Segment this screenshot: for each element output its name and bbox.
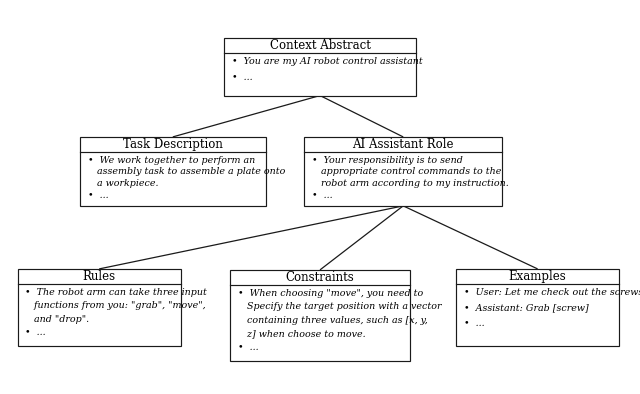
Text: •  Assistant: Grab [screw]: • Assistant: Grab [screw] bbox=[463, 303, 588, 312]
Text: Rules: Rules bbox=[83, 270, 116, 283]
Text: •  ...: • ... bbox=[232, 73, 252, 82]
Text: •  User: Let me check out the screws first: • User: Let me check out the screws firs… bbox=[463, 288, 640, 297]
Text: •  You are my AI robot control assistant: • You are my AI robot control assistant bbox=[232, 58, 422, 66]
Text: •  ...: • ... bbox=[463, 319, 484, 328]
Text: assembly task to assemble a plate onto: assembly task to assemble a plate onto bbox=[88, 167, 285, 177]
Text: a workpiece.: a workpiece. bbox=[88, 179, 158, 188]
FancyBboxPatch shape bbox=[230, 270, 410, 361]
Text: Task Description: Task Description bbox=[123, 138, 223, 151]
Text: Constraints: Constraints bbox=[285, 271, 355, 284]
Text: •  ...: • ... bbox=[88, 191, 108, 200]
Text: •  ...: • ... bbox=[238, 343, 259, 352]
FancyBboxPatch shape bbox=[304, 137, 502, 206]
FancyBboxPatch shape bbox=[456, 269, 619, 346]
Text: •  Your responsibility is to send: • Your responsibility is to send bbox=[312, 156, 463, 165]
Text: containing three values, such as [x, y,: containing three values, such as [x, y, bbox=[238, 316, 428, 325]
FancyBboxPatch shape bbox=[17, 269, 180, 346]
FancyBboxPatch shape bbox=[224, 39, 416, 96]
Text: robot arm according to my instruction.: robot arm according to my instruction. bbox=[312, 179, 508, 188]
Text: and "drop".: and "drop". bbox=[25, 315, 90, 324]
FancyBboxPatch shape bbox=[80, 137, 266, 206]
Text: •  ...: • ... bbox=[312, 191, 332, 200]
Text: Specify the target position with a vector: Specify the target position with a vecto… bbox=[238, 302, 442, 311]
Text: z] when choose to move.: z] when choose to move. bbox=[238, 329, 365, 338]
Text: •  When choosing "move", you need to: • When choosing "move", you need to bbox=[238, 289, 423, 298]
Text: Context Abstract: Context Abstract bbox=[269, 39, 371, 52]
Text: AI Assistant Role: AI Assistant Role bbox=[353, 138, 454, 151]
Text: functions from you: "grab", "move",: functions from you: "grab", "move", bbox=[25, 301, 206, 310]
Text: Examples: Examples bbox=[509, 270, 566, 283]
Text: •  ...: • ... bbox=[25, 328, 46, 337]
Text: appropriate control commands to the: appropriate control commands to the bbox=[312, 167, 501, 177]
Text: •  We work together to perform an: • We work together to perform an bbox=[88, 156, 255, 165]
Text: •  The robot arm can take three input: • The robot arm can take three input bbox=[25, 288, 207, 297]
